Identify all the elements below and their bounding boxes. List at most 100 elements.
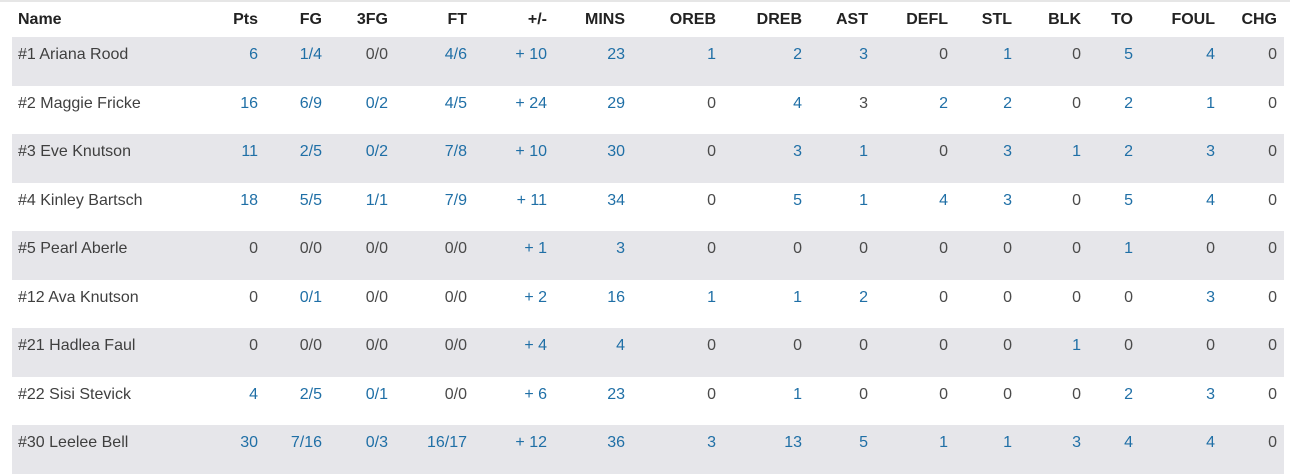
stat-cell-fg[interactable]: 2/5 bbox=[265, 376, 329, 425]
column-header-blk[interactable]: BLK bbox=[1048, 10, 1081, 28]
stat-cell-defl[interactable]: 2 bbox=[875, 85, 955, 134]
stat-cell-foul[interactable]: 3 bbox=[1140, 376, 1222, 425]
stat-cell-3fg[interactable]: 0/2 bbox=[329, 134, 395, 183]
stat-cell-plus-minus[interactable]: + 6 bbox=[474, 376, 554, 425]
stat-cell-to[interactable]: 4 bbox=[1088, 425, 1140, 474]
stat-cell-plus-minus[interactable]: + 2 bbox=[474, 279, 554, 328]
stat-cell-ft[interactable]: 16/17 bbox=[395, 425, 474, 474]
stat-cell-plus-minus[interactable]: + 24 bbox=[474, 85, 554, 134]
stat-cell-pts[interactable]: 16 bbox=[210, 85, 265, 134]
stat-cell-blk[interactable]: 1 bbox=[1019, 134, 1088, 183]
column-header-oreb[interactable]: OREB bbox=[669, 10, 716, 28]
stat-cell-fg[interactable]: 7/16 bbox=[265, 425, 329, 474]
stat-cell-3fg[interactable]: 0/1 bbox=[329, 376, 395, 425]
stat-cell-to[interactable]: 2 bbox=[1088, 85, 1140, 134]
stat-cell-pts[interactable]: 6 bbox=[210, 37, 265, 86]
stat-cell-foul[interactable]: 3 bbox=[1140, 134, 1222, 183]
stat-cell-ast[interactable]: 3 bbox=[809, 37, 875, 86]
stat-cell-oreb[interactable]: 1 bbox=[632, 37, 723, 86]
stat-cell-mins[interactable]: 29 bbox=[554, 85, 632, 134]
stat-cell-pts[interactable]: 11 bbox=[210, 134, 265, 183]
stat-cell-mins[interactable]: 23 bbox=[554, 376, 632, 425]
stat-cell-stl[interactable]: 3 bbox=[955, 134, 1019, 183]
stat-cell-dreb[interactable]: 3 bbox=[723, 134, 809, 183]
stat-cell-to[interactable]: 1 bbox=[1088, 231, 1140, 280]
stat-cell-fg[interactable]: 6/9 bbox=[265, 85, 329, 134]
stat-cell-dreb[interactable]: 4 bbox=[723, 85, 809, 134]
column-header-mins[interactable]: MINS bbox=[585, 10, 625, 28]
stat-cell-plus-minus[interactable]: + 10 bbox=[474, 37, 554, 86]
stat-cell-stl: 0 bbox=[955, 279, 1019, 328]
stat-cell-stl[interactable]: 1 bbox=[955, 37, 1019, 86]
stat-cell-to[interactable]: 5 bbox=[1088, 182, 1140, 231]
stat-cell-pts[interactable]: 4 bbox=[210, 376, 265, 425]
column-header-defl[interactable]: DEFL bbox=[906, 10, 948, 28]
column-header-name[interactable]: Name bbox=[18, 10, 62, 28]
stat-cell-mins[interactable]: 3 bbox=[554, 231, 632, 280]
stat-cell-defl[interactable]: 1 bbox=[875, 425, 955, 474]
stat-cell-plus-minus[interactable]: + 1 bbox=[474, 231, 554, 280]
column-header-plus-minus[interactable]: +/- bbox=[527, 10, 547, 28]
stat-cell-foul[interactable]: 4 bbox=[1140, 182, 1222, 231]
column-header-foul[interactable]: FOUL bbox=[1171, 10, 1215, 28]
stat-cell-mins[interactable]: 30 bbox=[554, 134, 632, 183]
stat-cell-dreb[interactable]: 1 bbox=[723, 376, 809, 425]
stat-cell-plus-minus[interactable]: + 11 bbox=[474, 182, 554, 231]
stat-cell-ft[interactable]: 4/6 bbox=[395, 37, 474, 86]
stat-cell-fg[interactable]: 0/1 bbox=[265, 279, 329, 328]
stat-cell-dreb[interactable]: 1 bbox=[723, 279, 809, 328]
stat-cell-to[interactable]: 2 bbox=[1088, 376, 1140, 425]
stat-cell-defl[interactable]: 4 bbox=[875, 182, 955, 231]
stat-cell-fg[interactable]: 5/5 bbox=[265, 182, 329, 231]
stat-cell-stl[interactable]: 3 bbox=[955, 182, 1019, 231]
stat-cell-mins[interactable]: 23 bbox=[554, 37, 632, 86]
stat-cell-mins[interactable]: 34 bbox=[554, 182, 632, 231]
stat-cell-ast[interactable]: 1 bbox=[809, 134, 875, 183]
stat-cell-oreb[interactable]: 3 bbox=[632, 425, 723, 474]
stat-cell-3fg[interactable]: 0/2 bbox=[329, 85, 395, 134]
column-header-to[interactable]: TO bbox=[1111, 10, 1133, 28]
stat-cell-3fg[interactable]: 0/3 bbox=[329, 425, 395, 474]
stat-cell-3fg[interactable]: 1/1 bbox=[329, 182, 395, 231]
stat-cell-mins[interactable]: 4 bbox=[554, 328, 632, 377]
stat-cell-foul[interactable]: 3 bbox=[1140, 279, 1222, 328]
column-header-chg[interactable]: CHG bbox=[1241, 10, 1277, 28]
column-header-ft[interactable]: FT bbox=[447, 10, 467, 28]
column-header-pts[interactable]: Pts bbox=[233, 10, 258, 28]
stat-cell-foul[interactable]: 4 bbox=[1140, 37, 1222, 86]
stat-cell-fg[interactable]: 2/5 bbox=[265, 134, 329, 183]
stat-cell-pts[interactable]: 30 bbox=[210, 425, 265, 474]
stat-cell-ast[interactable]: 1 bbox=[809, 182, 875, 231]
stat-cell-pts[interactable]: 18 bbox=[210, 182, 265, 231]
stat-cell-to[interactable]: 2 bbox=[1088, 134, 1140, 183]
column-header-ast[interactable]: AST bbox=[836, 10, 868, 28]
stat-cell-stl[interactable]: 1 bbox=[955, 425, 1019, 474]
stat-cell-plus-minus[interactable]: + 4 bbox=[474, 328, 554, 377]
stat-cell-to[interactable]: 5 bbox=[1088, 37, 1140, 86]
column-header-fg[interactable]: FG bbox=[299, 10, 322, 28]
stat-cell-dreb[interactable]: 13 bbox=[723, 425, 809, 474]
stat-cell-oreb[interactable]: 1 bbox=[632, 279, 723, 328]
stat-cell-plus-minus[interactable]: + 12 bbox=[474, 425, 554, 474]
stat-cell-pts: 0 bbox=[210, 231, 265, 280]
stat-cell-plus-minus[interactable]: + 10 bbox=[474, 134, 554, 183]
stat-cell-ast[interactable]: 2 bbox=[809, 279, 875, 328]
stat-cell-foul[interactable]: 4 bbox=[1140, 425, 1222, 474]
stat-cell-stl[interactable]: 2 bbox=[955, 85, 1019, 134]
stat-cell-dreb[interactable]: 5 bbox=[723, 182, 809, 231]
column-header-stl[interactable]: STL bbox=[981, 10, 1012, 28]
stat-cell-fg[interactable]: 1/4 bbox=[265, 37, 329, 86]
stat-cell-ft[interactable]: 7/9 bbox=[395, 182, 474, 231]
stat-cell-mins[interactable]: 16 bbox=[554, 279, 632, 328]
column-header-3fg[interactable]: 3FG bbox=[356, 10, 388, 28]
stat-cell-ft[interactable]: 4/5 bbox=[395, 85, 474, 134]
stat-cell-dreb[interactable]: 2 bbox=[723, 37, 809, 86]
stat-cell-ft[interactable]: 7/8 bbox=[395, 134, 474, 183]
stat-cell-3fg: 0/0 bbox=[329, 279, 395, 328]
stat-cell-blk[interactable]: 1 bbox=[1019, 328, 1088, 377]
column-header-dreb[interactable]: DREB bbox=[756, 10, 802, 28]
stat-cell-mins[interactable]: 36 bbox=[554, 425, 632, 474]
stat-cell-ast[interactable]: 5 bbox=[809, 425, 875, 474]
stat-cell-foul[interactable]: 1 bbox=[1140, 85, 1222, 134]
stat-cell-blk[interactable]: 3 bbox=[1019, 425, 1088, 474]
